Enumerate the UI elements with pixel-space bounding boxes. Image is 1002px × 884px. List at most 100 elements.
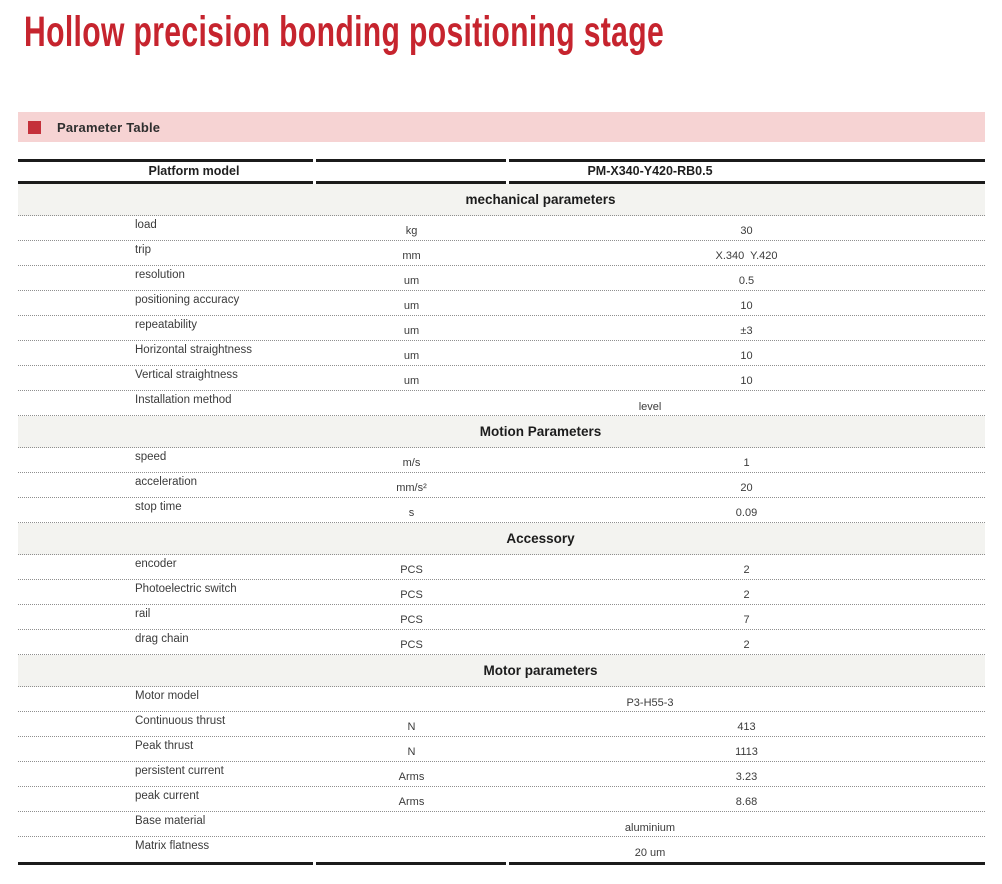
table-row: speed m/s 1 xyxy=(18,448,985,473)
row-unit: um xyxy=(403,375,420,387)
table-row: Installation method level xyxy=(18,391,985,416)
border-gap xyxy=(506,159,509,162)
row-unit: s xyxy=(408,507,415,519)
row-name: Motor model xyxy=(135,690,199,702)
table-row: trip mm X.340 Y.420 xyxy=(18,241,985,266)
border-gap xyxy=(506,862,509,865)
row-unit: Arms xyxy=(398,796,425,808)
row-value: 413 xyxy=(737,721,756,733)
table-row: Vertical straightness um 10 xyxy=(18,366,985,391)
row-unit: kg xyxy=(405,225,418,237)
row-value: X.340 Y.420 xyxy=(715,250,778,262)
row-name: Installation method xyxy=(135,394,232,406)
row-name: stop time xyxy=(135,501,182,513)
row-unit: mm xyxy=(402,250,421,262)
border-gap xyxy=(313,862,316,865)
row-name: Matrix flatness xyxy=(135,840,210,852)
row-value: 1113 xyxy=(735,746,758,758)
table-row: encoder PCS 2 xyxy=(18,555,985,580)
row-value: 3.23 xyxy=(735,771,758,783)
section-band: Motor parameters xyxy=(18,655,985,687)
row-unit: Arms xyxy=(398,771,425,783)
border-gap xyxy=(313,181,316,184)
table-row: Matrix flatness 20 um xyxy=(18,837,985,862)
row-name: repeatability xyxy=(135,319,198,331)
section-band: Motion Parameters xyxy=(18,416,985,448)
row-name: acceleration xyxy=(135,476,198,488)
row-unit: PCS xyxy=(400,564,423,576)
row-name: persistent current xyxy=(135,765,224,777)
row-value: 7 xyxy=(743,614,750,626)
table-row: load kg 30 xyxy=(18,216,985,241)
table-row: Continuous thrust N 413 xyxy=(18,712,985,737)
table-row: rail PCS 7 xyxy=(18,605,985,630)
row-value: 20 xyxy=(740,482,753,494)
row-name: encoder xyxy=(135,558,177,570)
row-value: 2 xyxy=(743,639,750,651)
row-unit: m/s xyxy=(402,457,421,469)
row-unit: N xyxy=(407,746,416,758)
table-row: Horizontal straightness um 10 xyxy=(18,341,985,366)
row-value: 0.09 xyxy=(735,507,758,519)
row-name: trip xyxy=(135,244,151,256)
row-value: 2 xyxy=(743,589,750,601)
row-name: Base material xyxy=(135,815,206,827)
table-row: Photoelectric switch PCS 2 xyxy=(18,580,985,605)
platform-model-value: PM-X340-Y420-RB0.5 xyxy=(587,164,713,178)
red-square-bullet-icon xyxy=(28,120,41,134)
row-value: 10 xyxy=(740,375,753,387)
table-row: positioning accuracy um 10 xyxy=(18,291,985,316)
row-unit: PCS xyxy=(400,614,423,626)
banner-label: Parameter Table xyxy=(57,119,161,135)
border-gap xyxy=(313,159,316,162)
row-name: rail xyxy=(135,608,151,620)
table-row: Peak thrust N 1113 xyxy=(18,737,985,762)
row-value: 30 xyxy=(740,225,753,237)
table-row: stop time s 0.09 xyxy=(18,498,985,523)
table-row: peak current Arms 8.68 xyxy=(18,787,985,812)
row-name: speed xyxy=(135,451,167,463)
section-title: Motor parameters xyxy=(483,663,598,678)
row-name: Continuous thrust xyxy=(135,715,226,727)
row-value: 10 xyxy=(740,300,753,312)
row-name: Peak thrust xyxy=(135,740,194,752)
section-title: mechanical parameters xyxy=(465,192,616,207)
row-value: 1 xyxy=(743,457,750,469)
row-name: load xyxy=(135,219,157,231)
parameter-table-banner: Parameter Table xyxy=(18,112,985,142)
row-unit: um xyxy=(403,275,420,287)
page-title: Hollow precision bonding positioning sta… xyxy=(24,8,938,57)
page-title-text: Hollow precision bonding positioning sta… xyxy=(24,8,665,56)
table-row: Base material aluminium xyxy=(18,812,985,837)
row-name: resolution xyxy=(135,269,185,281)
row-merged-value: level xyxy=(638,401,662,413)
row-unit: um xyxy=(403,300,420,312)
table-body: mechanical parameters load kg 30 trip mm X… xyxy=(18,184,985,862)
spec-table: Platform model PM-X340-Y420-RB0.5 mechan… xyxy=(18,159,985,865)
section-band: Accessory xyxy=(18,523,985,555)
row-unit: um xyxy=(403,325,420,337)
row-merged-value: 20 um xyxy=(634,847,666,859)
table-row: drag chain PCS 2 xyxy=(18,630,985,655)
row-value: ±3 xyxy=(740,325,753,337)
table-header-row: Platform model PM-X340-Y420-RB0.5 xyxy=(18,162,985,184)
table-row: acceleration mm/s² 20 xyxy=(18,473,985,498)
row-unit: um xyxy=(403,350,420,362)
row-value: 8.68 xyxy=(735,796,758,808)
row-unit: PCS xyxy=(400,639,423,651)
platform-model-label: Platform model xyxy=(148,164,240,178)
row-value: 2 xyxy=(743,564,750,576)
row-value: 0.5 xyxy=(738,275,755,287)
table-row: resolution um 0.5 xyxy=(18,266,985,291)
row-unit: mm/s² xyxy=(396,482,427,494)
row-merged-value: P3-H55-3 xyxy=(626,697,674,709)
table-row: Motor model P3-H55-3 xyxy=(18,687,985,712)
table-row: persistent current Arms 3.23 xyxy=(18,762,985,787)
row-name: positioning accuracy xyxy=(135,294,240,306)
row-merged-value: aluminium xyxy=(624,822,676,834)
row-name: Vertical straightness xyxy=(135,369,238,381)
row-unit: N xyxy=(407,721,416,733)
row-name: Photoelectric switch xyxy=(135,583,237,595)
row-name: peak current xyxy=(135,790,199,802)
